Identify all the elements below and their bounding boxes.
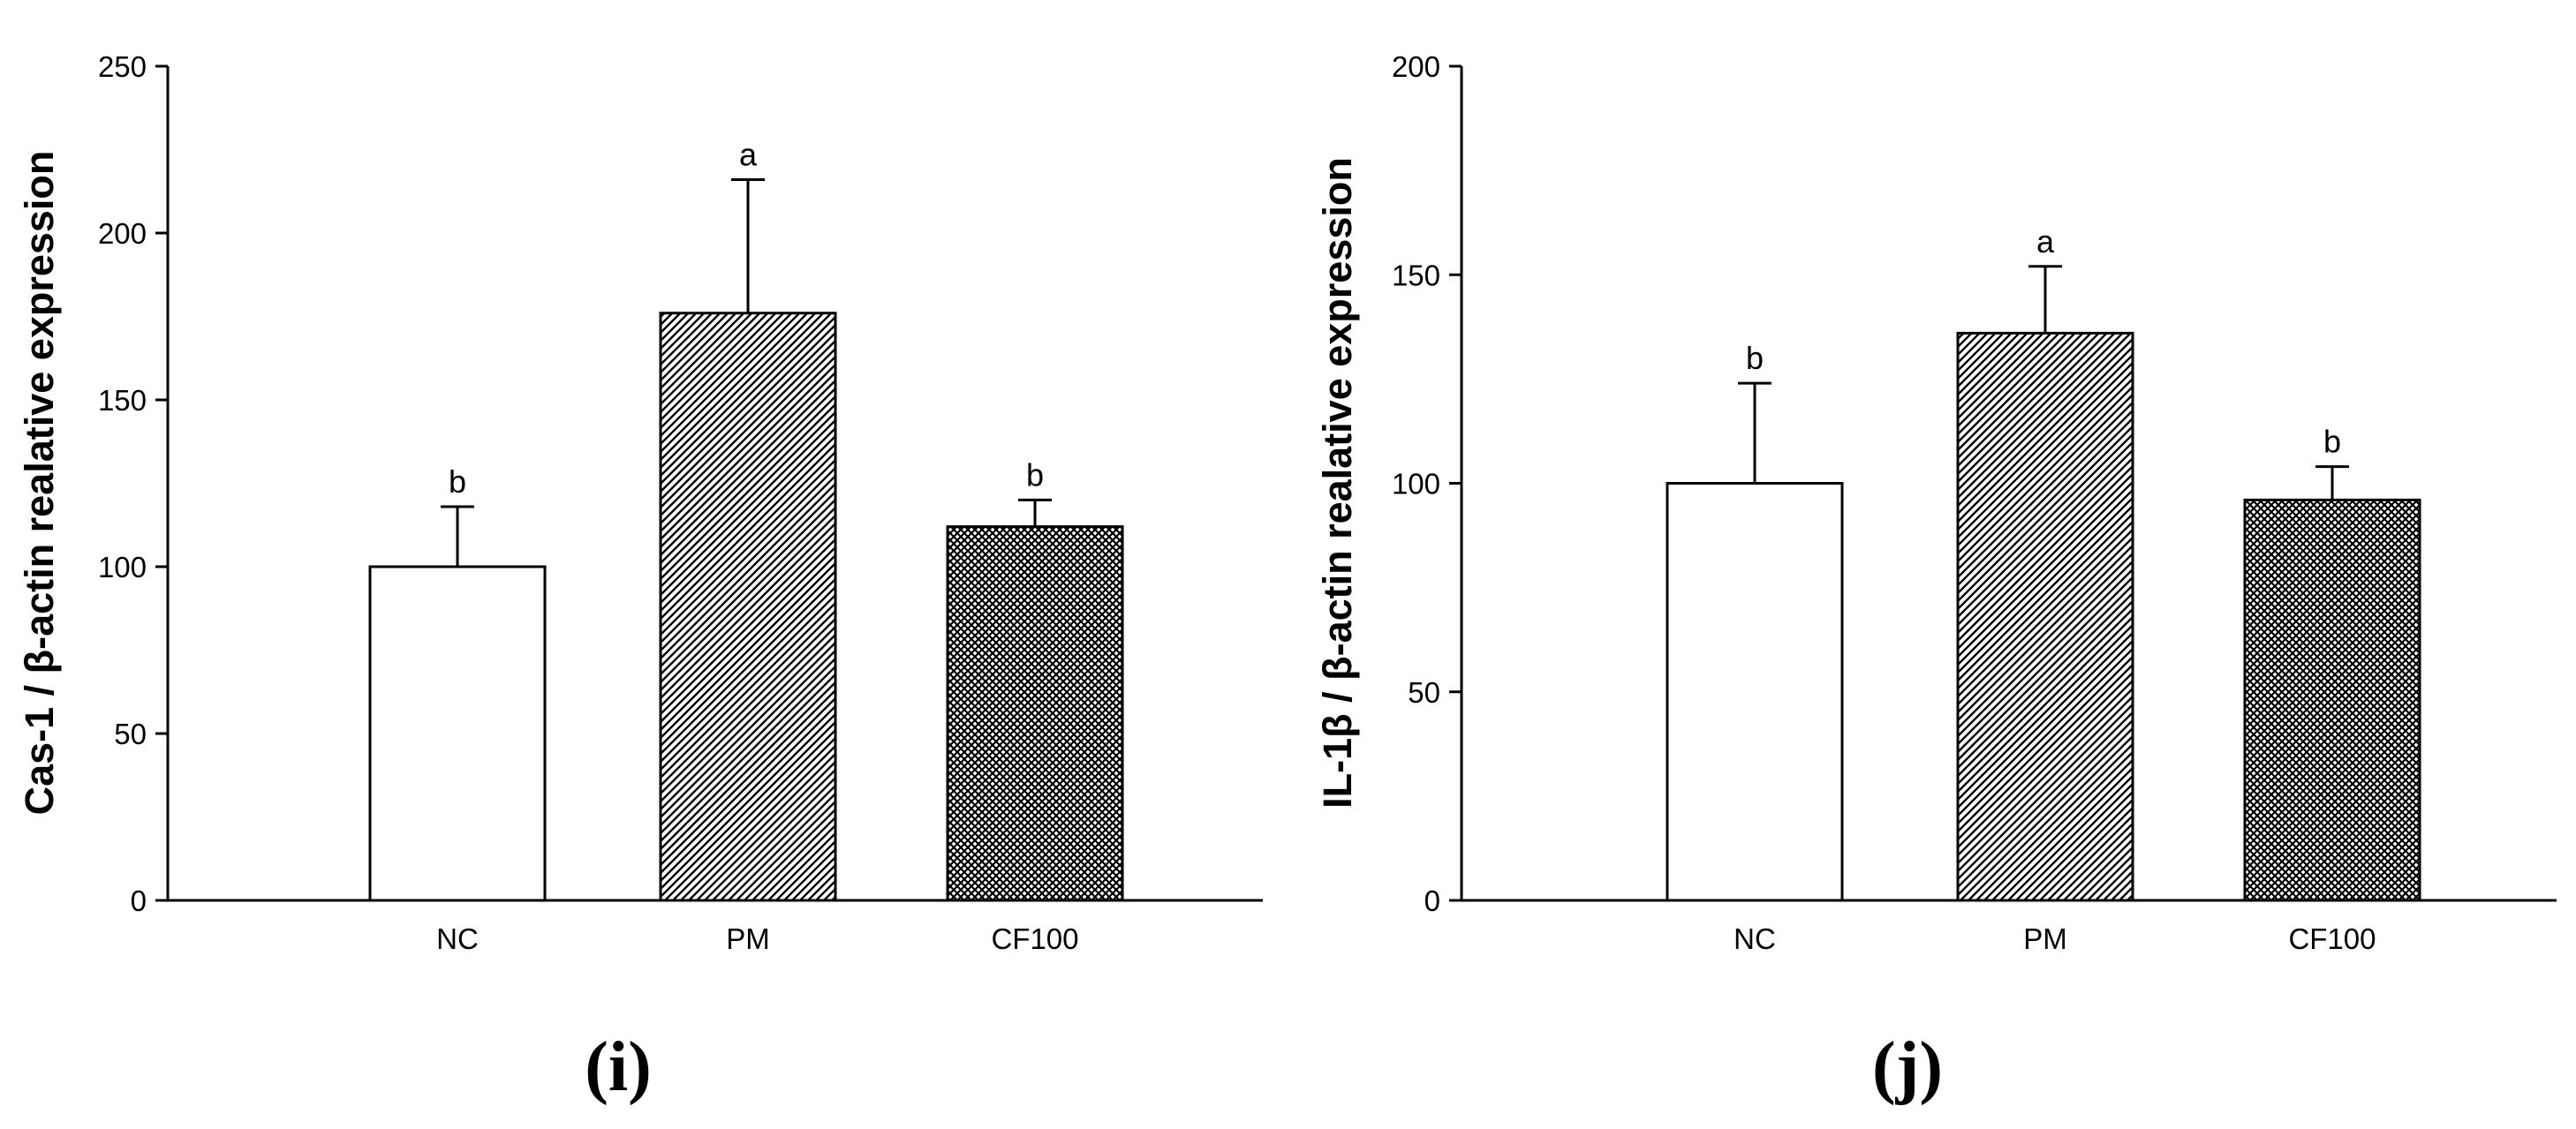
y-tick-label: 50: [1408, 676, 1440, 709]
significance-label: b: [2323, 424, 2341, 460]
category-label: NC: [1734, 922, 1776, 955]
significance-label: a: [739, 137, 758, 173]
bar-nc: [368, 565, 547, 902]
y-tick-label: 0: [131, 884, 147, 917]
bar-pm: [1956, 331, 2134, 902]
category-label: PM: [2023, 922, 2067, 955]
y-tick-label: 50: [114, 718, 147, 750]
y-tick-label: 150: [98, 384, 147, 417]
panel-label: (j): [1872, 1028, 1943, 1106]
bar-cf100: [946, 525, 1124, 902]
significance-label: b: [1746, 340, 1764, 376]
y-axis-title: IL-1β / β-actin realative expression: [1315, 157, 1360, 809]
significance-label: a: [2036, 223, 2055, 260]
chart-il1b: 0 50 100 150 200 b NC a PM b CF100 IL-1β / β-actin …: [1315, 50, 2557, 1106]
panel-label: (i): [585, 1028, 652, 1106]
y-tick-label: 250: [98, 50, 147, 83]
y-tick-label: 200: [98, 217, 147, 250]
category-label: CF100: [991, 922, 1078, 955]
significance-label: b: [1026, 456, 1044, 493]
y-tick-label: 100: [1392, 468, 1440, 501]
y-tick-label: 0: [1424, 884, 1440, 917]
category-label: CF100: [2288, 922, 2376, 955]
y-axis-title: Cas-1 / β-actin realative expression: [17, 151, 62, 816]
bar-cf100: [2243, 498, 2421, 902]
bar-pm: [659, 312, 837, 902]
category-label: NC: [436, 922, 479, 955]
chart-cas1: 0 50 100 150 200 250 b NC a PM b CF100 Cas-1 / β-act…: [17, 50, 1263, 1106]
y-tick-label: 200: [1392, 50, 1440, 83]
bar-nc: [1666, 482, 1844, 902]
y-tick-label: 150: [1392, 259, 1440, 291]
y-tick-label: 100: [98, 551, 147, 583]
significance-label: b: [449, 463, 466, 500]
category-label: PM: [726, 922, 770, 955]
